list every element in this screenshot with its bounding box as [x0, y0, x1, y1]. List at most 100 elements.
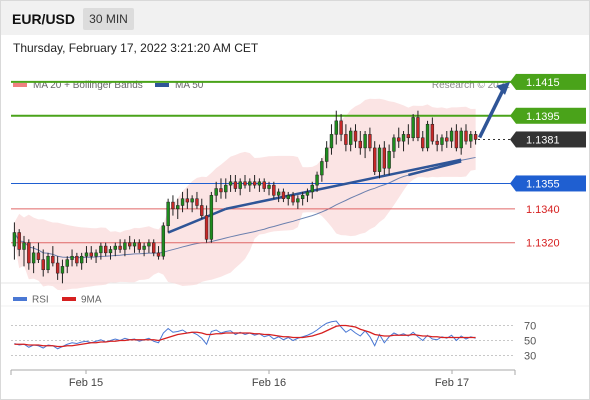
rsi-legend-swatch: [13, 297, 27, 301]
legend-item-ma20-bollinger: MA 20 + Bollinger Bands: [13, 80, 143, 91]
legend-item-ma50: MA 50: [155, 80, 203, 91]
level-label: 1.1395: [526, 111, 560, 123]
rsi-legend-swatch: [62, 297, 76, 301]
candle: [60, 266, 65, 274]
candle: [108, 249, 113, 254]
support-level-label: 1.1340: [526, 204, 560, 216]
candle: [324, 147, 329, 162]
candle: [401, 134, 406, 142]
candle: [310, 184, 314, 193]
level-tag-pointer: [510, 73, 516, 90]
candle: [353, 130, 358, 142]
candle: [305, 191, 310, 196]
candle: [103, 245, 108, 254]
candle: [17, 232, 21, 250]
candle: [142, 245, 146, 250]
candle: [416, 117, 420, 139]
trendline: [225, 158, 462, 211]
candle: [70, 255, 74, 260]
level-label: 1.1415: [526, 77, 560, 89]
trend-arrow: [478, 87, 506, 139]
candle: [152, 242, 156, 254]
candle: [180, 198, 185, 206]
candle: [334, 120, 338, 135]
timestamp: Thursday, February 17, 2022 3:21:20 AM C…: [13, 41, 259, 55]
timeframe-button[interactable]: 30 MIN: [83, 8, 134, 30]
candle: [156, 252, 161, 257]
candle: [51, 255, 55, 264]
rsi-9ma-line: [14, 324, 476, 348]
candle: [209, 195, 214, 240]
candle: [233, 181, 238, 189]
rsi-tick-label: 30: [524, 351, 536, 363]
candle: [469, 134, 473, 142]
candle: [243, 181, 247, 186]
candle: [137, 242, 142, 250]
candle: [132, 242, 137, 247]
candle: [348, 130, 353, 145]
candle: [89, 252, 93, 257]
candle: [392, 137, 396, 152]
rsi-legend-label: RSI: [32, 295, 49, 306]
candle: [382, 147, 387, 169]
level-tag: [516, 107, 586, 124]
candle: [377, 147, 382, 172]
candle: [171, 201, 175, 210]
rsi-tick-label: 70: [524, 321, 536, 333]
level-label: 1.1355: [526, 178, 560, 190]
candle: [176, 205, 180, 210]
candle: [12, 232, 17, 247]
symbol-label: EUR/USD: [12, 11, 76, 27]
candle: [459, 130, 463, 149]
legend-label: MA 20 + Bollinger Bands: [33, 80, 143, 91]
candle: [79, 255, 84, 264]
candle: [99, 245, 103, 254]
candle: [421, 137, 425, 149]
candle: [200, 205, 204, 216]
candle: [75, 255, 79, 264]
level-tag: [516, 175, 586, 192]
x-axis-tick-label: Feb 17: [435, 377, 469, 389]
candle: [65, 259, 69, 267]
candle: [113, 245, 117, 250]
bollinger-band: [14, 98, 476, 291]
candle: [248, 181, 252, 186]
candle: [252, 181, 257, 186]
trendline: [408, 160, 462, 177]
level-tag: [516, 131, 586, 148]
candle: [31, 252, 36, 264]
candle: [147, 242, 151, 247]
legend-swatch: [155, 83, 169, 88]
candle: [397, 137, 401, 142]
support-level-label: 1.1320: [526, 238, 560, 250]
level-tag-pointer: [510, 107, 516, 124]
candle: [329, 134, 334, 149]
candle: [272, 184, 276, 196]
candle: [464, 130, 468, 142]
level-tag: [516, 73, 586, 90]
candle: [435, 140, 439, 145]
candle: [22, 242, 26, 250]
trend-arrow-head: [496, 81, 510, 95]
candle: [363, 134, 367, 149]
candle: [315, 174, 319, 186]
candle: [94, 252, 98, 257]
candle: [195, 198, 199, 206]
candle: [219, 188, 223, 193]
candle: [166, 201, 170, 227]
candle: [214, 188, 218, 196]
candle: [373, 147, 377, 172]
candle: [224, 184, 228, 193]
candle: [55, 262, 60, 274]
candle: [228, 181, 233, 186]
candle: [286, 195, 290, 199]
legend-label: MA 50: [175, 80, 204, 91]
candle: [473, 134, 478, 140]
level-label: 1.1381: [526, 134, 560, 146]
candle: [161, 225, 166, 257]
legend-swatch: [13, 83, 27, 88]
trendline: [167, 207, 227, 234]
rsi-legend-label: 9MA: [81, 295, 102, 306]
candle: [368, 134, 372, 149]
